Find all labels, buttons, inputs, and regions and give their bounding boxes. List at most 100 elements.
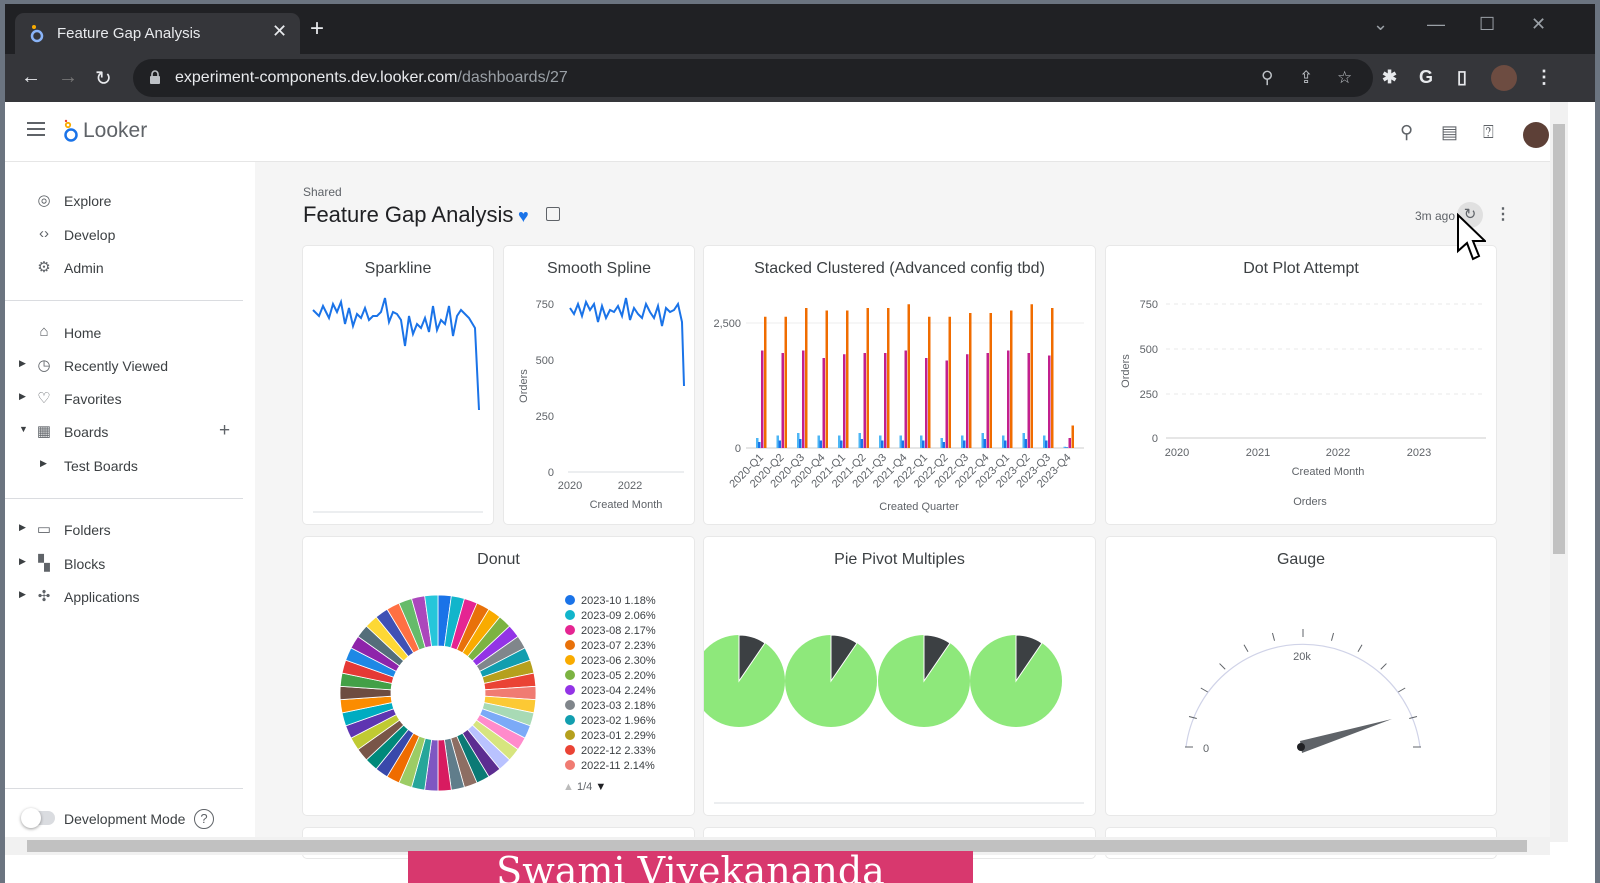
legend-item[interactable]: 2022-11 2.14%: [565, 759, 656, 774]
dashboard-menu-icon[interactable]: ⋮: [1495, 206, 1511, 223]
tile-dot-plot[interactable]: Dot Plot Attempt 750 500 250 0 Orders 20…: [1106, 246, 1496, 524]
bar: [945, 360, 948, 448]
dev-mode-help-icon[interactable]: ?: [194, 809, 214, 829]
zoom-icon[interactable]: ⚲: [1261, 68, 1274, 87]
y-tick-label: 250: [1140, 389, 1158, 401]
legend-item[interactable]: 2023-06 2.30%: [565, 654, 656, 669]
add-board-icon[interactable]: +: [219, 420, 231, 441]
legend-item[interactable]: 2023-08 2.17%: [565, 624, 656, 639]
bookmark-star-icon[interactable]: ☆: [1337, 68, 1353, 87]
caret-right-icon[interactable]: ▶: [19, 556, 26, 566]
pager-down-icon[interactable]: ▼: [595, 781, 607, 793]
url-path: /dashboards/27: [457, 69, 568, 86]
breadcrumb[interactable]: Shared: [303, 185, 342, 199]
scroll-thumb[interactable]: [1553, 124, 1565, 554]
tile-title: Sparkline: [364, 260, 432, 277]
caret-down-icon[interactable]: ▼: [19, 424, 28, 434]
tile-sparkline[interactable]: Sparkline: [303, 246, 493, 524]
share-icon[interactable]: ⇪: [1299, 68, 1314, 87]
sparkline-chart: [312, 297, 483, 513]
profile-avatar[interactable]: [1491, 65, 1517, 91]
bar: [817, 435, 820, 448]
favorite-heart-icon[interactable]: ♥: [518, 206, 529, 226]
browser-tab[interactable]: Feature Gap Analysis ✕: [15, 13, 300, 54]
sidebar-item-home[interactable]: ⌂ Home: [5, 318, 255, 348]
marketplace-icon[interactable]: ▤: [1441, 122, 1459, 142]
sidebar-item-applications[interactable]: ▶ ✣ Applications: [5, 582, 255, 612]
tile-pie-pivot[interactable]: Pie Pivot Multiples: [704, 537, 1095, 815]
search-icon[interactable]: ⚲: [1400, 122, 1414, 142]
user-avatar[interactable]: [1523, 122, 1549, 148]
legend-item[interactable]: 2023-09 2.06%: [565, 609, 656, 624]
back-icon[interactable]: ←: [21, 66, 41, 88]
legend-label: 2022-11 2.14%: [581, 760, 655, 772]
code-icon: ‹›: [39, 225, 49, 242]
legend-item[interactable]: 2023-02 1.96%: [565, 714, 656, 729]
caret-right-icon[interactable]: ▶: [19, 522, 26, 532]
horizontal-scrollbar[interactable]: [5, 837, 1550, 855]
tab-strip: Feature Gap Analysis ✕ + ⌄ — ☐ ✕: [5, 4, 1595, 54]
legend-item[interactable]: 2022-12 2.33%: [565, 744, 656, 759]
scroll-thumb[interactable]: [27, 840, 1527, 852]
bar: [1002, 435, 1005, 448]
legend-item[interactable]: 2023-07 2.23%: [565, 639, 656, 654]
caret-right-icon[interactable]: ▶: [40, 458, 47, 468]
vertical-scrollbar[interactable]: [1550, 102, 1568, 842]
legend-item[interactable]: 2023-01 2.29%: [565, 729, 656, 744]
legend-item[interactable]: 2023-03 2.18%: [565, 699, 656, 714]
sidebar-item-boards[interactable]: ▼ ▦ Boards +: [5, 417, 255, 447]
toggle-knob: [21, 808, 41, 828]
bar: [899, 435, 902, 448]
lock-icon: [150, 70, 160, 84]
legend-item[interactable]: 2023-04 2.24%: [565, 684, 656, 699]
x-tick-label: 2022: [1326, 447, 1350, 459]
window-close-icon[interactable]: ✕: [1531, 14, 1547, 34]
tab-search-icon[interactable]: ⌄: [1373, 14, 1389, 34]
forward-icon[interactable]: →: [58, 66, 78, 88]
gauge-pivot: [1297, 743, 1305, 751]
tile-title: Smooth Spline: [546, 260, 652, 277]
dev-mode-label: Development Mode: [64, 811, 186, 827]
browser-menu-icon[interactable]: ⋮: [1535, 67, 1553, 87]
bar: [758, 442, 761, 448]
sidebar-item-admin[interactable]: ⚙ Admin: [5, 253, 255, 283]
tile-donut[interactable]: Donut 2023-10 1.18% 2023-09 2.06% 2023-08 …: [303, 537, 694, 815]
tile-gauge[interactable]: Gauge 0 20k: [1106, 537, 1496, 815]
sidebar-item-develop[interactable]: ‹› Develop: [5, 220, 255, 250]
legend-item[interactable]: 2023-05 2.20%: [565, 669, 656, 684]
side-panel-icon[interactable]: ▯: [1457, 67, 1467, 87]
hamburger-menu-icon[interactable]: [27, 122, 45, 136]
sidebar-item-recently-viewed[interactable]: ▶ ◷ Recently Viewed: [5, 351, 255, 381]
new-tab-button[interactable]: +: [310, 15, 325, 42]
sidebar-item-test-boards[interactable]: ▶ Test Boards: [5, 451, 255, 481]
legend-swatch: [565, 700, 575, 710]
extensions-icon[interactable]: ✱: [1382, 67, 1398, 87]
minimize-icon[interactable]: —: [1427, 14, 1445, 34]
legend-item[interactable]: 2023-10 1.18%: [565, 594, 656, 609]
pager-up-icon[interactable]: ▲: [563, 781, 574, 793]
google-extension-icon[interactable]: G: [1419, 67, 1434, 87]
sidebar-item-blocks[interactable]: ▶ ▚ Blocks: [5, 549, 255, 579]
address-bar[interactable]: experiment-components.dev.looker.com/das…: [133, 59, 1373, 97]
bar: [969, 313, 972, 448]
caret-right-icon[interactable]: ▶: [19, 391, 26, 401]
looker-brand: Looker: [83, 119, 148, 142]
sidebar-item-explore[interactable]: ◎ Explore: [5, 186, 255, 216]
maximize-icon[interactable]: ☐: [1479, 14, 1496, 34]
tile-stacked-clustered[interactable]: Stacked Clustered (Advanced config tbd) …: [704, 246, 1095, 524]
caret-right-icon[interactable]: ▶: [19, 358, 26, 368]
copy-icon[interactable]: [546, 207, 560, 221]
bar: [1043, 435, 1046, 448]
pie-slice-small: [923, 634, 951, 683]
compass-icon: ◎: [37, 192, 51, 209]
sidebar-item-favorites[interactable]: ▶ ♡ Favorites: [5, 384, 255, 414]
sidebar-item-folders[interactable]: ▶ ▭ Folders: [5, 515, 255, 545]
tile-smooth-spline[interactable]: Smooth Spline 750 500 250 0 Orders 2020 …: [504, 246, 694, 524]
help-icon[interactable]: ⍰: [1483, 122, 1494, 142]
tab-close-icon[interactable]: ✕: [272, 21, 288, 41]
caret-right-icon[interactable]: ▶: [19, 589, 26, 599]
bar: [942, 442, 945, 448]
sidebar-item-label: Applications: [64, 589, 140, 605]
reload-icon[interactable]: ↻: [95, 68, 112, 90]
dev-mode-toggle[interactable]: [21, 808, 55, 828]
